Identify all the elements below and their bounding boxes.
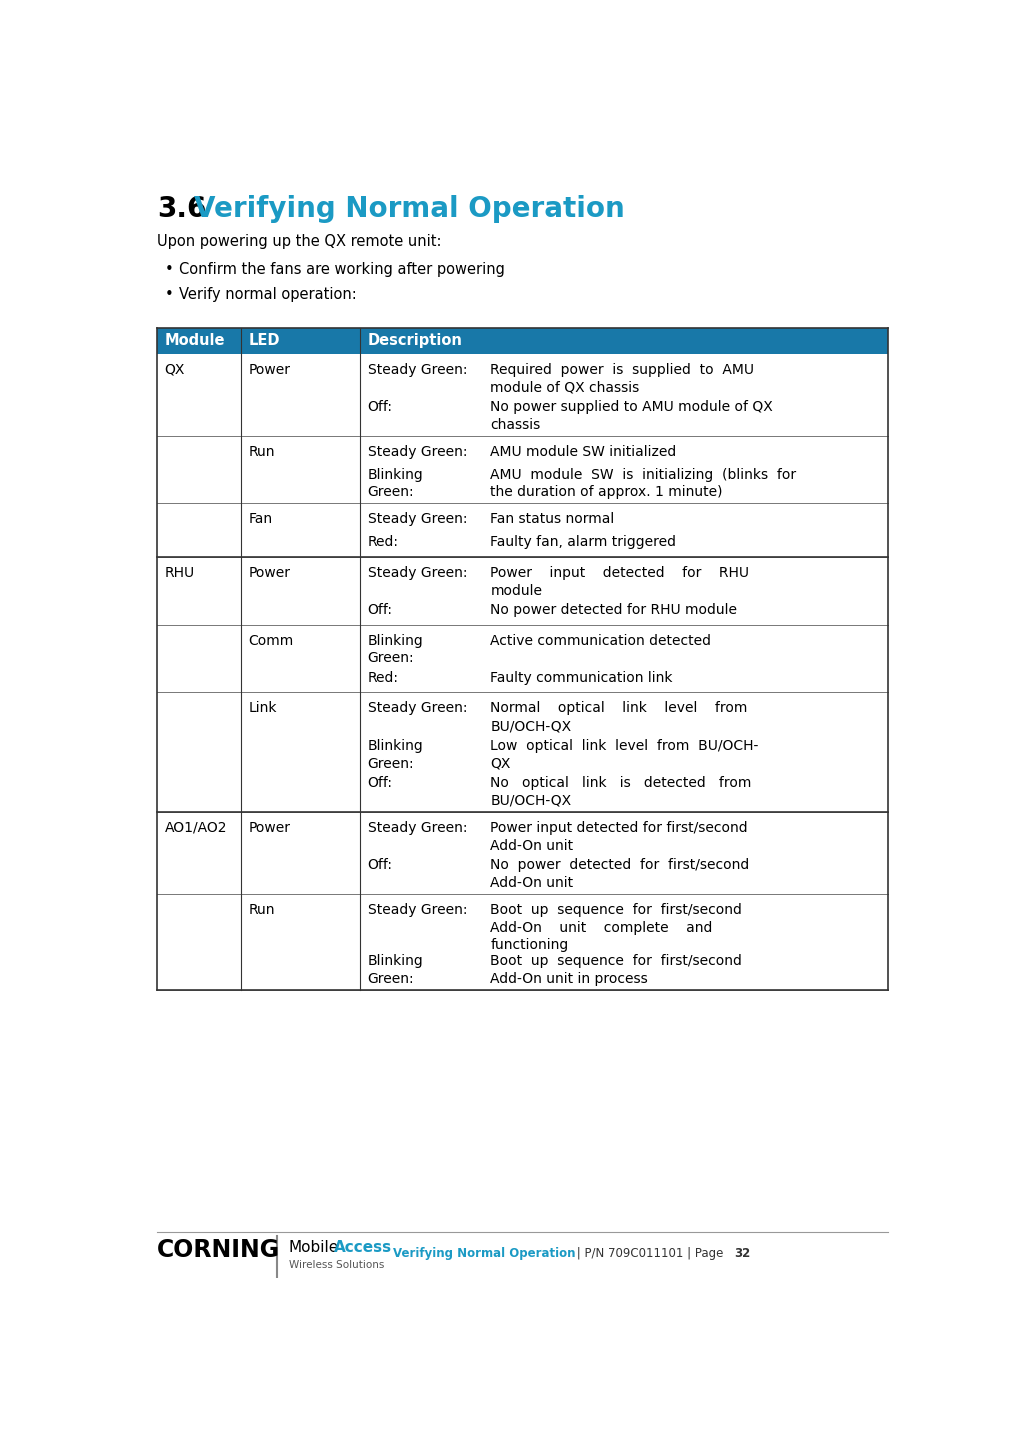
Text: Power: Power xyxy=(249,362,290,376)
Text: Required  power  is  supplied  to  AMU
module of QX chassis: Required power is supplied to AMU module… xyxy=(490,362,754,395)
Text: Power: Power xyxy=(249,820,290,834)
Text: Verify normal operation:: Verify normal operation: xyxy=(178,287,357,302)
Text: Active communication detected: Active communication detected xyxy=(490,633,711,648)
Text: Confirm the fans are working after powering: Confirm the fans are working after power… xyxy=(178,261,504,277)
Text: AO1/AO2: AO1/AO2 xyxy=(165,820,227,834)
Text: Verifying Normal Operation: Verifying Normal Operation xyxy=(194,195,625,224)
Bar xyxy=(157,692,888,811)
Text: Faulty fan, alarm triggered: Faulty fan, alarm triggered xyxy=(490,536,677,550)
Text: Boot  up  sequence  for  first/second
Add-On    unit    complete    and
function: Boot up sequence for first/second Add-On… xyxy=(490,903,742,952)
Text: Power input detected for first/second
Add-On unit: Power input detected for first/second Ad… xyxy=(490,820,748,853)
Text: No  power  detected  for  first/second
Add-On unit: No power detected for first/second Add-O… xyxy=(490,857,750,890)
Text: No   optical   link   is   detected   from
BU/OCH-QX: No optical link is detected from BU/OCH-… xyxy=(490,775,752,808)
Text: •: • xyxy=(165,287,173,302)
Text: Power    input    detected    for    RHU
module: Power input detected for RHU module xyxy=(490,566,749,597)
Text: Faulty communication link: Faulty communication link xyxy=(490,671,673,685)
Text: AMU  module  SW  is  initializing  (blinks  for
the duration of approx. 1 minute: AMU module SW is initializing (blinks fo… xyxy=(490,468,797,500)
Bar xyxy=(157,504,888,557)
Bar xyxy=(157,625,888,692)
Text: Red:: Red: xyxy=(368,536,398,550)
Text: LED: LED xyxy=(249,333,280,349)
Text: Steady Green:: Steady Green: xyxy=(368,445,468,458)
Text: AMU module SW initialized: AMU module SW initialized xyxy=(490,445,677,458)
Text: Fan status normal: Fan status normal xyxy=(490,513,614,526)
Text: Run: Run xyxy=(249,445,275,458)
Text: Blinking
Green:: Blinking Green: xyxy=(368,468,424,500)
Bar xyxy=(157,557,888,625)
Text: Steady Green:: Steady Green: xyxy=(368,513,468,526)
Text: QX: QX xyxy=(165,362,185,376)
Text: Low  optical  link  level  from  BU/OCH-
QX: Low optical link level from BU/OCH- QX xyxy=(490,738,759,771)
Text: RHU: RHU xyxy=(165,566,195,580)
Text: Run: Run xyxy=(249,903,275,916)
Text: 3.6: 3.6 xyxy=(157,195,206,224)
Text: Red:: Red: xyxy=(368,671,398,685)
Text: Module: Module xyxy=(165,333,225,349)
Text: Off:: Off: xyxy=(368,399,392,414)
Text: No power supplied to AMU module of QX
chassis: No power supplied to AMU module of QX ch… xyxy=(490,399,773,432)
Text: Steady Green:: Steady Green: xyxy=(368,701,468,715)
Text: Access: Access xyxy=(334,1239,392,1255)
Text: Steady Green:: Steady Green: xyxy=(368,566,468,580)
Bar xyxy=(157,811,888,893)
Text: Wireless Solutions: Wireless Solutions xyxy=(288,1261,384,1271)
Text: 32: 32 xyxy=(735,1246,750,1259)
Text: CORNING: CORNING xyxy=(157,1238,280,1262)
Text: Verifying Normal Operation: Verifying Normal Operation xyxy=(393,1246,576,1259)
Bar xyxy=(157,327,888,353)
Text: Blinking
Green:: Blinking Green: xyxy=(368,738,424,771)
Text: Comm: Comm xyxy=(249,633,293,648)
Text: Steady Green:: Steady Green: xyxy=(368,820,468,834)
Bar xyxy=(157,353,888,435)
Text: •: • xyxy=(165,261,173,277)
Text: Steady Green:: Steady Green: xyxy=(368,362,468,376)
Text: No power detected for RHU module: No power detected for RHU module xyxy=(490,603,738,617)
Text: Off:: Off: xyxy=(368,775,392,790)
Text: Mobile: Mobile xyxy=(288,1239,339,1255)
Text: Boot  up  sequence  for  first/second
Add-On unit in process: Boot up sequence for first/second Add-On… xyxy=(490,955,742,987)
Text: Normal    optical    link    level    from
BU/OCH-QX: Normal optical link level from BU/OCH-QX xyxy=(490,701,748,734)
Bar xyxy=(157,435,888,504)
Text: Off:: Off: xyxy=(368,603,392,617)
Text: Upon powering up the QX remote unit:: Upon powering up the QX remote unit: xyxy=(157,234,441,248)
Text: | P/N 709C011101 | Page: | P/N 709C011101 | Page xyxy=(573,1246,728,1259)
Text: Steady Green:: Steady Green: xyxy=(368,903,468,916)
Text: Description: Description xyxy=(368,333,463,349)
Text: Fan: Fan xyxy=(249,513,273,526)
Text: Power: Power xyxy=(249,566,290,580)
Text: Off:: Off: xyxy=(368,857,392,872)
Text: Blinking
Green:: Blinking Green: xyxy=(368,633,424,665)
Text: Blinking
Green:: Blinking Green: xyxy=(368,955,424,987)
Text: Link: Link xyxy=(249,701,277,715)
Bar xyxy=(157,893,888,989)
